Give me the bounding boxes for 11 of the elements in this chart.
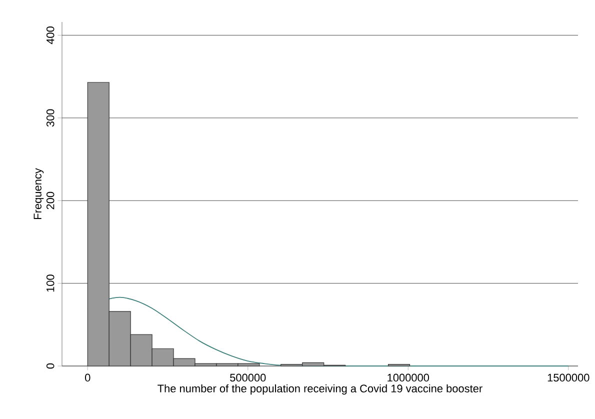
x-tick-label: 0	[85, 374, 90, 382]
y-axis-title: Frequency	[34, 168, 44, 219]
y-tick-label: 400	[46, 26, 54, 44]
y-tick-label: 200	[46, 192, 54, 210]
y-tick-label: 100	[46, 274, 54, 292]
x-tick-label: 1500000	[548, 374, 590, 382]
x-tick-label: 1000000	[388, 374, 430, 382]
y-tick-label: 0	[46, 363, 54, 369]
y-tick-label: 300	[46, 109, 54, 127]
x-axis-title: The number of the population receiving a Covid 19 vaccine booster	[158, 384, 482, 395]
x-tick-label: 500000	[230, 374, 266, 382]
